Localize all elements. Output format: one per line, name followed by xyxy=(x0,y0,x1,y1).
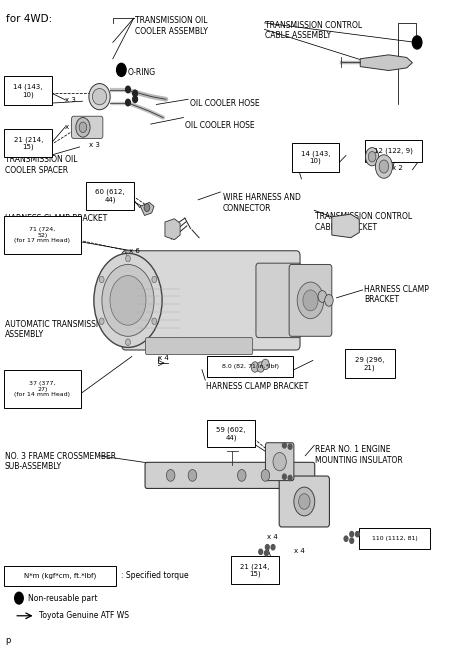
Text: HARNESS CLAMP BRACKET: HARNESS CLAMP BRACKET xyxy=(5,214,107,223)
Circle shape xyxy=(264,550,268,556)
Circle shape xyxy=(325,295,333,306)
Text: 29 (296,
21): 29 (296, 21) xyxy=(355,357,384,371)
Circle shape xyxy=(365,148,379,166)
Text: AUTOMATIC TRANSMISSION
ASSEMBLY: AUTOMATIC TRANSMISSION ASSEMBLY xyxy=(5,320,109,340)
FancyBboxPatch shape xyxy=(289,264,332,336)
Text: p: p xyxy=(6,636,11,645)
Circle shape xyxy=(297,282,324,319)
Circle shape xyxy=(261,470,270,481)
Circle shape xyxy=(144,204,150,212)
FancyBboxPatch shape xyxy=(146,338,253,355)
Text: OIL COOLER HOSE: OIL COOLER HOSE xyxy=(190,99,259,108)
Text: 14 (143,
10): 14 (143, 10) xyxy=(301,150,330,165)
Circle shape xyxy=(259,549,263,554)
Circle shape xyxy=(15,592,23,604)
Text: x 4: x 4 xyxy=(294,548,305,554)
Circle shape xyxy=(350,532,354,537)
Polygon shape xyxy=(165,219,180,240)
FancyBboxPatch shape xyxy=(4,566,116,586)
FancyBboxPatch shape xyxy=(359,528,430,549)
Ellipse shape xyxy=(89,84,110,110)
Polygon shape xyxy=(332,214,359,238)
Ellipse shape xyxy=(92,88,107,104)
FancyBboxPatch shape xyxy=(4,129,52,157)
Circle shape xyxy=(257,362,264,372)
FancyBboxPatch shape xyxy=(365,140,422,162)
FancyBboxPatch shape xyxy=(207,420,255,447)
Circle shape xyxy=(375,155,392,178)
Circle shape xyxy=(318,291,327,302)
Text: NO. 3 FRAME CROSSMEMBER
SUB-ASSEMBLY: NO. 3 FRAME CROSSMEMBER SUB-ASSEMBLY xyxy=(5,452,116,471)
Text: 60 (612,
44): 60 (612, 44) xyxy=(95,189,125,203)
Text: 37 (377,
27)
(for 14 mm Head): 37 (377, 27) (for 14 mm Head) xyxy=(14,381,71,398)
Text: REAR NO. 1 ENGINE
MOUNTING INSULATOR: REAR NO. 1 ENGINE MOUNTING INSULATOR xyxy=(315,445,403,465)
FancyBboxPatch shape xyxy=(4,370,81,408)
Circle shape xyxy=(110,276,146,325)
Circle shape xyxy=(133,96,137,103)
Circle shape xyxy=(412,36,422,49)
Circle shape xyxy=(126,99,130,106)
Circle shape xyxy=(117,63,126,76)
Circle shape xyxy=(299,494,310,509)
Text: N*m (kgf*cm, ft.*lbf): N*m (kgf*cm, ft.*lbf) xyxy=(24,573,96,579)
Text: TRANSMISSION OIL
COOLER ASSEMBLY: TRANSMISSION OIL COOLER ASSEMBLY xyxy=(135,16,208,36)
Text: 14 (143,
10): 14 (143, 10) xyxy=(13,84,43,98)
Text: x 6: x 6 xyxy=(129,247,140,254)
Text: 21 (214,
15): 21 (214, 15) xyxy=(240,563,269,577)
Circle shape xyxy=(271,545,275,550)
Polygon shape xyxy=(140,202,154,215)
FancyBboxPatch shape xyxy=(145,462,315,488)
Text: 59 (602,
44): 59 (602, 44) xyxy=(216,426,246,441)
Circle shape xyxy=(251,362,259,372)
Circle shape xyxy=(152,318,156,325)
Circle shape xyxy=(76,118,90,137)
Text: WIRE HARNESS AND
CONNECTOR: WIRE HARNESS AND CONNECTOR xyxy=(223,193,301,213)
Text: 110 (1112, 81): 110 (1112, 81) xyxy=(372,535,418,541)
Circle shape xyxy=(100,318,104,325)
Text: : Specified torque: : Specified torque xyxy=(121,571,189,581)
Circle shape xyxy=(126,255,130,262)
Circle shape xyxy=(237,470,246,481)
FancyBboxPatch shape xyxy=(345,349,395,378)
Text: Non-reusable part: Non-reusable part xyxy=(28,594,98,603)
Text: x 4: x 4 xyxy=(389,534,400,540)
Circle shape xyxy=(344,536,348,541)
Text: x 2: x 2 xyxy=(392,165,403,172)
Circle shape xyxy=(133,90,137,97)
Circle shape xyxy=(100,276,104,283)
Circle shape xyxy=(303,290,318,311)
Circle shape xyxy=(79,122,87,133)
FancyBboxPatch shape xyxy=(231,556,279,584)
Text: TRANSMISSION CONTROL
CABLE BRACKET: TRANSMISSION CONTROL CABLE BRACKET xyxy=(315,212,412,232)
Text: for 4WD:: for 4WD: xyxy=(6,14,52,24)
Text: x 2: x 2 xyxy=(65,123,76,130)
Text: 8.0 (82, 71 in.*lbf): 8.0 (82, 71 in.*lbf) xyxy=(221,364,279,369)
Circle shape xyxy=(262,359,269,370)
Text: HARNESS CLAMP BRACKET: HARNESS CLAMP BRACKET xyxy=(206,382,309,391)
FancyBboxPatch shape xyxy=(72,116,103,138)
Circle shape xyxy=(368,151,376,162)
FancyBboxPatch shape xyxy=(292,143,339,172)
FancyBboxPatch shape xyxy=(4,216,81,254)
Circle shape xyxy=(356,532,359,537)
Text: O-RING: O-RING xyxy=(128,68,156,77)
Text: HARNESS CLAMP
BRACKET: HARNESS CLAMP BRACKET xyxy=(364,285,429,304)
Circle shape xyxy=(379,160,389,173)
Circle shape xyxy=(283,474,286,479)
Text: TRANSMISSION CONTROL
CABLE ASSEMBLY: TRANSMISSION CONTROL CABLE ASSEMBLY xyxy=(265,21,363,40)
Text: OIL COOLER HOSE: OIL COOLER HOSE xyxy=(185,121,255,130)
FancyBboxPatch shape xyxy=(256,263,301,338)
Text: x 4: x 4 xyxy=(269,453,280,460)
Text: x 3: x 3 xyxy=(65,97,76,103)
Circle shape xyxy=(152,276,156,283)
Circle shape xyxy=(126,86,130,93)
Text: x 4: x 4 xyxy=(267,534,278,540)
Circle shape xyxy=(294,487,315,516)
Text: 21 (214,
15): 21 (214, 15) xyxy=(14,136,43,150)
Text: TRANSMISSION OIL
COOLER SPACER: TRANSMISSION OIL COOLER SPACER xyxy=(5,155,77,175)
Text: 12 (122, 9): 12 (122, 9) xyxy=(374,148,413,154)
Text: x 3: x 3 xyxy=(89,142,100,148)
FancyBboxPatch shape xyxy=(122,251,300,350)
FancyBboxPatch shape xyxy=(265,443,294,481)
Circle shape xyxy=(265,545,269,550)
